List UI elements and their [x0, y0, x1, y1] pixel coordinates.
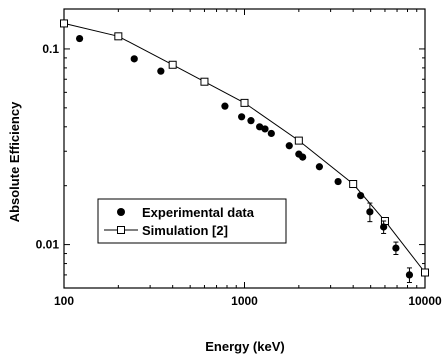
experimental-point	[285, 142, 293, 150]
y-tick-label: 0.01	[36, 238, 60, 252]
simulation-point	[200, 77, 209, 86]
simulation-point	[294, 136, 303, 145]
experimental-point	[405, 271, 414, 279]
legend-label-experimental: Experimental data	[142, 205, 255, 220]
legend-marker-experimental	[117, 208, 125, 216]
simulation-point	[168, 60, 177, 69]
simulation-point	[114, 32, 123, 41]
plot-frame	[63, 8, 426, 289]
experimental-point	[299, 153, 307, 161]
experimental-point	[130, 55, 138, 63]
experimental-point	[315, 163, 324, 171]
legend-marker-simulation	[117, 226, 125, 234]
experimental-point	[392, 244, 400, 252]
x-tick-label: 10000	[408, 294, 442, 308]
x-tick-label: 1000	[231, 294, 258, 308]
experimental-point	[247, 117, 255, 125]
experimental-point	[238, 113, 246, 121]
experimental-point	[334, 177, 342, 186]
legend-box	[97, 198, 287, 244]
simulation-point	[240, 98, 249, 107]
experimental-point	[221, 102, 229, 110]
experimental-point	[380, 223, 388, 231]
simulation-point	[421, 268, 429, 277]
experimental-point	[267, 129, 275, 138]
experimental-point	[261, 125, 269, 133]
simulation-point	[349, 180, 358, 189]
experimental-point	[75, 34, 84, 43]
legend-label-simulation: Simulation [2]	[142, 223, 228, 238]
experimental-point	[157, 67, 165, 75]
x-axis-label: Energy (keV)	[205, 339, 284, 354]
y-tick-label: 0.1	[42, 42, 59, 56]
y-axis-label: Absolute Efficiency	[7, 101, 22, 222]
simulation-point	[60, 19, 68, 28]
experimental-point	[357, 191, 365, 200]
experimental-point	[366, 208, 374, 216]
x-tick-label: 100	[54, 294, 74, 308]
